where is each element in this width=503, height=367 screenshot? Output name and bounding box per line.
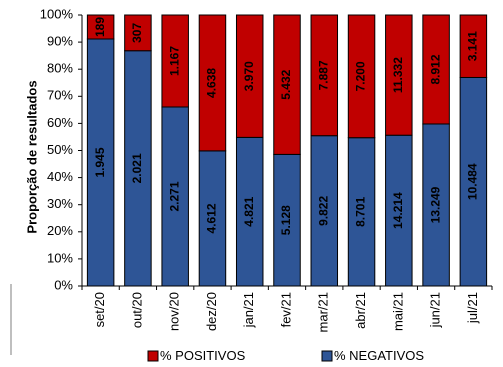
data-label-positivos: 189 <box>93 17 107 37</box>
data-label-positivos: 4.638 <box>205 68 219 98</box>
y-tick-label: 10% <box>47 250 73 265</box>
x-tick-label: jul/21 <box>465 292 480 324</box>
bar-negativos <box>459 76 488 287</box>
data-label-negativos: 8.701 <box>354 197 368 227</box>
bar-positivos <box>124 14 152 52</box>
legend: % POSITIVOS % NEGATIVOS <box>147 348 424 363</box>
legend-swatch <box>147 350 159 362</box>
bars-group: 1.945 189 2.021 307 2.271 1.167 4.612 4.638 4.82… <box>86 14 488 287</box>
data-label-positivos: 307 <box>130 23 144 43</box>
x-tick-label: jan/21 <box>241 292 256 328</box>
x-tick-label: fev/21 <box>278 292 293 327</box>
data-label-positivos: 8.912 <box>428 54 442 84</box>
bar-positivos <box>198 14 227 152</box>
x-tick-label: jun/21 <box>428 292 443 328</box>
data-label-positivos: 3.141 <box>466 31 480 61</box>
bar-positivos <box>235 14 264 138</box>
y-tick-label: 0% <box>54 277 73 292</box>
y-tick-label: 50% <box>47 142 73 157</box>
x-tick-label: mai/21 <box>390 292 405 331</box>
y-tick-label: 30% <box>47 196 73 211</box>
y-tick-label: 40% <box>47 169 73 184</box>
bar-positivos <box>385 14 413 136</box>
data-label-negativos: 2.021 <box>130 153 144 183</box>
data-label-negativos: 4.612 <box>205 203 219 233</box>
bar-negativos <box>310 135 339 287</box>
y-tick-label: 80% <box>47 61 73 76</box>
bar-negativos <box>198 150 227 287</box>
x-tick-label: out/20 <box>129 292 144 328</box>
legend-swatch <box>321 350 333 362</box>
data-label-positivos: 1.167 <box>167 46 181 76</box>
bar-positivos <box>273 14 301 155</box>
x-tick-label: set/20 <box>92 292 107 327</box>
y-axis-label: Proporção de resultados <box>24 80 39 233</box>
data-label-negativos: 9.822 <box>316 196 330 226</box>
y-tick-label: 60% <box>47 115 73 130</box>
x-tick-label: mar/21 <box>316 292 331 332</box>
bar-positivos <box>459 14 488 78</box>
bar-negativos <box>347 137 376 287</box>
legend-label: % NEGATIVOS <box>334 348 424 363</box>
data-label-negativos: 13.249 <box>428 186 442 223</box>
bar-positivos <box>161 14 189 108</box>
legend-label: % POSITIVOS <box>160 348 246 363</box>
bar-negativos <box>86 38 115 287</box>
y-tick-label: 70% <box>47 88 73 103</box>
y-tick-label: 20% <box>47 223 73 238</box>
y-tick-label: 100% <box>40 6 74 21</box>
data-label-negativos: 10.484 <box>466 163 480 200</box>
data-label-positivos: 7.200 <box>354 61 368 91</box>
y-axis: 0% 10% 20% 30% 40% 50% 60% 70% 80% 90% 100% <box>40 6 83 292</box>
bar-negativos <box>235 136 264 287</box>
data-label-negativos: 1.945 <box>93 147 107 177</box>
bar-positivos <box>422 14 450 125</box>
bar-negativos <box>385 134 413 287</box>
bar-positivos <box>310 14 339 137</box>
x-tick-label: dez/20 <box>204 292 219 331</box>
x-tick-label: nov/20 <box>167 292 182 331</box>
data-label-negativos: 5.128 <box>279 205 293 235</box>
x-axis: set/20 out/20 nov/20 dez/20 jan/21 fev/21 mar/… <box>81 285 493 332</box>
y-tick-label: 90% <box>47 34 73 49</box>
bar-positivos <box>347 14 376 139</box>
bar-positivos <box>86 14 115 40</box>
data-label-negativos: 14.214 <box>391 192 405 229</box>
data-label-negativos: 2.271 <box>167 181 181 211</box>
data-label-negativos: 4.821 <box>242 196 256 226</box>
data-label-positivos: 7.887 <box>316 60 330 90</box>
bar-negativos <box>161 106 189 287</box>
x-tick-label: abr/21 <box>353 292 368 329</box>
data-label-positivos: 11.332 <box>391 57 405 93</box>
data-label-positivos: 5.432 <box>279 69 293 99</box>
data-label-positivos: 3.970 <box>242 61 256 91</box>
bar-negativos <box>124 50 152 287</box>
